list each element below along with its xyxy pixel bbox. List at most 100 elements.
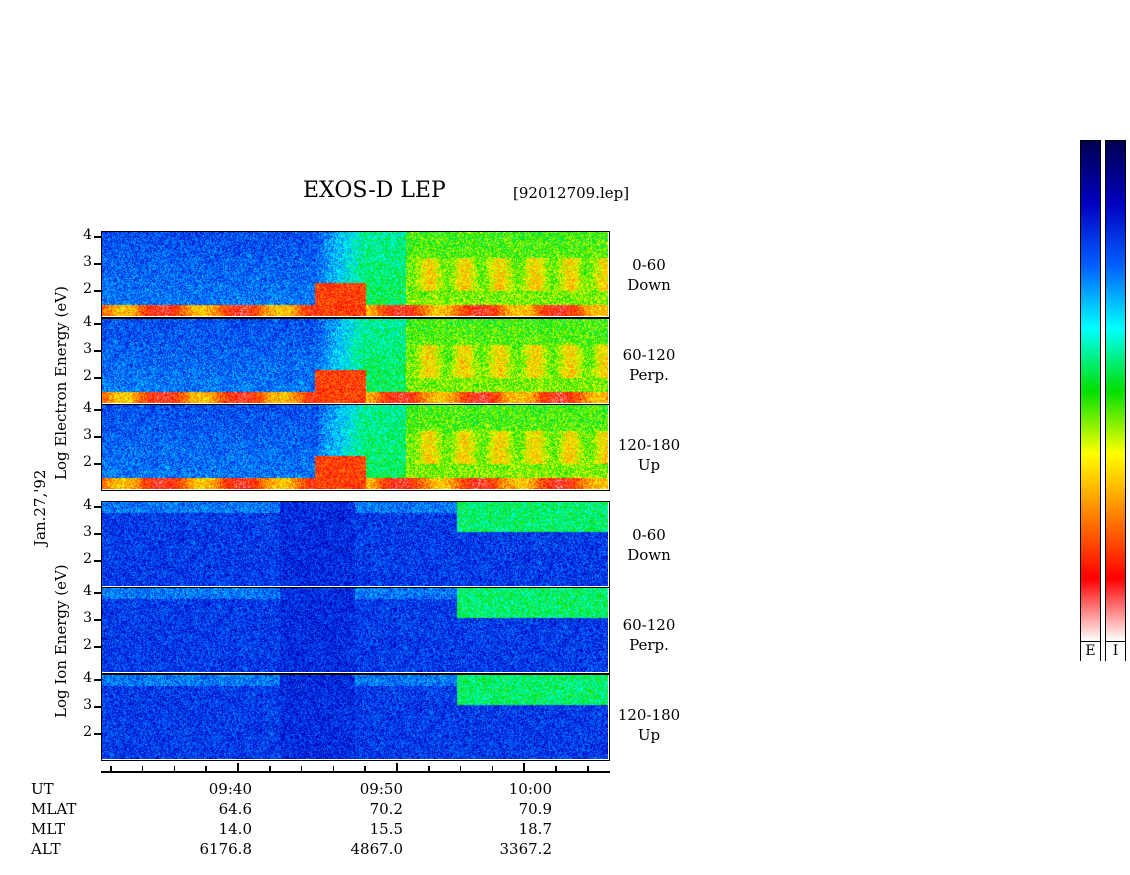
spectrogram-i-down	[101, 501, 610, 588]
y-tick-label: 3	[83, 610, 92, 626]
y-tick-label: 2	[83, 454, 92, 470]
x-major-tick	[523, 763, 525, 771]
pitch-angle-label: 120-180	[617, 706, 681, 724]
alt-value: 6176.8	[199, 840, 253, 858]
direction-label: Perp.	[629, 366, 669, 384]
x-minor-tick	[141, 766, 144, 771]
electron-axis-label: Log Electron Energy (eV)	[52, 286, 70, 480]
ut-value: 09:40	[208, 780, 252, 798]
spectrogram-image-i-up	[102, 675, 608, 759]
mlat-value: 70.2	[369, 800, 403, 818]
x-minor-tick	[555, 766, 557, 771]
y-tick-mark	[94, 290, 101, 292]
panel-label-i-up: 120-180 Up	[614, 705, 684, 745]
x-minor-tick	[428, 766, 430, 771]
panel-label-i-down: 0-60 Down	[614, 525, 684, 565]
alt-value: 4867.0	[350, 840, 404, 858]
spectrogram-image-e-up	[102, 405, 608, 489]
y-tick-mark	[94, 592, 101, 594]
panel-label-e-perp: 60-120 Perp.	[614, 345, 684, 385]
x-minor-tick	[364, 766, 366, 771]
mlt-value: 15.5	[369, 820, 403, 838]
x-minor-tick	[269, 766, 271, 771]
chart-title: EXOS-D LEP	[303, 178, 446, 203]
x-minor-tick	[459, 766, 462, 771]
y-tick-mark	[94, 646, 101, 648]
spectrogram-i-up	[101, 674, 610, 761]
y-tick-mark	[94, 350, 101, 352]
x-minor-tick	[587, 766, 589, 771]
y-tick-mark	[94, 236, 101, 238]
spectrogram-image-i-perp	[102, 588, 608, 672]
spectrogram-image-e-perp	[102, 319, 608, 403]
spectrogram-e-up	[101, 404, 610, 491]
x-minor-tick	[173, 766, 176, 771]
direction-label: Up	[637, 726, 661, 744]
y-tick-label: 4	[83, 400, 92, 416]
time-axis-line	[101, 771, 610, 773]
y-tick-label: 4	[83, 314, 92, 330]
y-tick-mark	[94, 263, 101, 265]
electron-colorbar-label: E	[1081, 641, 1100, 661]
y-tick-label: 3	[83, 697, 92, 713]
mlt-value: 14.0	[218, 820, 252, 838]
y-tick-label: 4	[83, 583, 92, 599]
y-tick-label: 2	[83, 368, 92, 384]
pitch-angle-label: 120-180	[617, 436, 681, 454]
y-tick-label: 4	[83, 497, 92, 513]
direction-label: Down	[627, 276, 671, 294]
y-tick-label: 2	[83, 281, 92, 297]
y-tick-mark	[94, 706, 101, 708]
spectrogram-e-perp	[101, 318, 610, 405]
electron-colorbar: E	[1080, 140, 1101, 661]
y-tick-label: 2	[83, 551, 92, 567]
y-tick-mark	[94, 436, 101, 438]
pitch-angle-label: 60-120	[622, 346, 676, 364]
y-tick-label: 4	[83, 670, 92, 686]
ion-axis-label: Log Ion Energy (eV)	[52, 564, 70, 718]
pitch-angle-label: 60-120	[622, 616, 676, 634]
x-minor-tick	[110, 766, 112, 771]
y-tick-mark	[94, 733, 101, 735]
date-label: Jan.27,'92	[31, 469, 49, 546]
y-tick-mark	[94, 619, 101, 621]
alt-row-name: ALT	[31, 840, 61, 858]
mlt-value: 18.7	[518, 820, 552, 838]
y-tick-label: 3	[83, 524, 92, 540]
y-tick-label: 2	[83, 637, 92, 653]
panel-label-e-up: 120-180 Up	[614, 435, 684, 475]
mlat-row-name: MLAT	[31, 800, 77, 818]
x-minor-tick	[300, 766, 303, 771]
y-tick-mark	[94, 463, 101, 465]
ion-colorbar-label: I	[1106, 641, 1125, 661]
y-tick-label: 4	[83, 227, 92, 243]
y-tick-mark	[94, 506, 101, 508]
x-minor-tick	[491, 766, 494, 771]
y-tick-mark	[94, 409, 101, 411]
panel-label-e-down: 0-60 Down	[614, 255, 684, 295]
ion-colorbar: I	[1105, 140, 1126, 661]
panel-label-i-perp: 60-120 Perp.	[614, 615, 684, 655]
direction-label: Perp.	[629, 636, 669, 654]
ut-value: 10:00	[508, 780, 552, 798]
electron-colorbar-gradient	[1081, 141, 1100, 641]
y-tick-mark	[94, 323, 101, 325]
y-tick-mark	[94, 679, 101, 681]
direction-label: Up	[637, 456, 661, 474]
x-major-tick	[237, 763, 239, 771]
y-tick-label: 3	[83, 254, 92, 270]
spectrogram-i-perp	[101, 587, 610, 674]
direction-label: Down	[627, 546, 671, 564]
mlt-row-name: MLT	[31, 820, 66, 838]
y-tick-mark	[94, 377, 101, 379]
y-tick-mark	[94, 560, 101, 562]
x-minor-tick	[205, 766, 207, 771]
pitch-angle-label: 0-60	[632, 256, 666, 274]
spectrogram-image-e-down	[102, 232, 608, 316]
alt-value: 3367.2	[499, 840, 553, 858]
y-tick-mark	[94, 533, 101, 535]
y-tick-label: 3	[83, 341, 92, 357]
x-minor-tick	[332, 766, 335, 771]
spectrogram-image-i-down	[102, 502, 608, 586]
ut-row-name: UT	[31, 780, 54, 798]
